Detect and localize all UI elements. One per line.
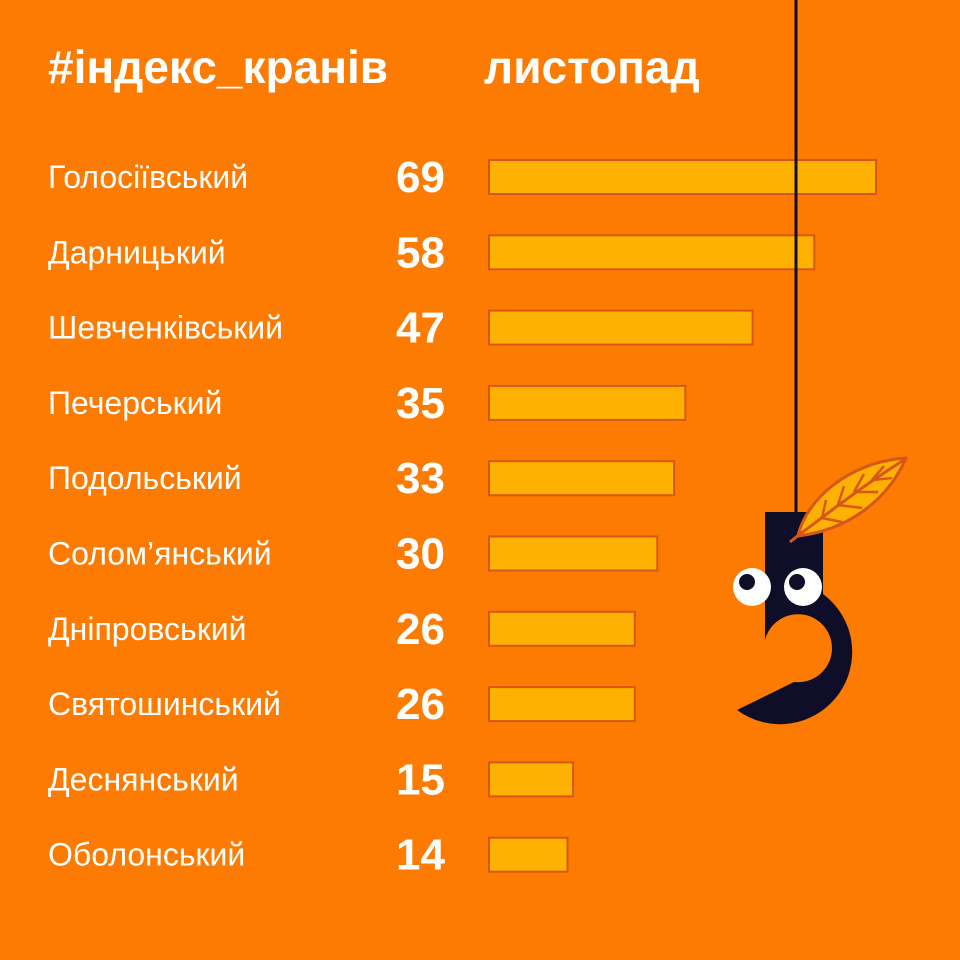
value-label: 26 xyxy=(396,680,445,729)
value-label: 14 xyxy=(396,831,445,880)
value-label: 47 xyxy=(396,304,445,353)
bar xyxy=(488,234,816,271)
category-label: Оболонський xyxy=(48,837,245,873)
category-label: Подольський xyxy=(48,460,242,496)
bar xyxy=(488,686,636,723)
hook-three-shape xyxy=(737,512,853,725)
category-label: Шевченківський xyxy=(48,310,283,346)
chart-title: #індекс_кранів xyxy=(48,41,389,93)
chart-subtitle: листопад xyxy=(484,41,700,93)
bar xyxy=(488,610,636,647)
category-label: Голосіївський xyxy=(48,159,248,195)
bar xyxy=(488,159,877,195)
value-label: 33 xyxy=(396,454,445,503)
bar xyxy=(488,309,754,346)
category-label: Дарницький xyxy=(48,234,226,270)
autumn-leaf-icon xyxy=(789,456,908,544)
category-label: Солом’янський xyxy=(48,536,272,572)
value-label: 15 xyxy=(396,755,445,804)
category-label: Дніпровський xyxy=(48,611,246,647)
value-label: 30 xyxy=(396,530,445,579)
bar xyxy=(488,535,659,572)
bar xyxy=(488,761,575,798)
category-label: Деснянський xyxy=(48,761,239,797)
value-label: 58 xyxy=(396,228,445,277)
eyes-icon xyxy=(733,568,822,606)
value-label: 26 xyxy=(396,605,445,654)
bar xyxy=(488,836,569,873)
right-eye-icon xyxy=(784,568,822,606)
category-label: Святошинський xyxy=(48,686,281,722)
bar xyxy=(488,460,676,497)
value-label: 35 xyxy=(396,379,445,428)
value-label: 69 xyxy=(396,153,445,202)
left-eye-icon xyxy=(733,568,771,606)
category-label: Печерський xyxy=(48,385,222,421)
bar xyxy=(488,384,687,421)
